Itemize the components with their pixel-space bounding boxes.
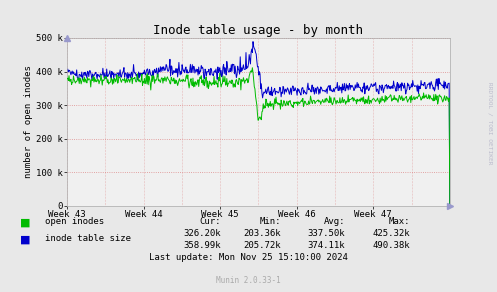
Y-axis label: number of open inodes: number of open inodes	[24, 65, 33, 178]
Text: 337.50k: 337.50k	[308, 229, 345, 238]
Text: inode table size: inode table size	[45, 234, 131, 243]
Text: 326.20k: 326.20k	[183, 229, 221, 238]
Text: 374.11k: 374.11k	[308, 241, 345, 250]
Text: 203.36k: 203.36k	[243, 229, 281, 238]
Text: Last update: Mon Nov 25 15:10:00 2024: Last update: Mon Nov 25 15:10:00 2024	[149, 253, 348, 263]
Title: Inode table usage - by month: Inode table usage - by month	[154, 24, 363, 37]
Text: RRDTOOL / TOBI OETIKER: RRDTOOL / TOBI OETIKER	[487, 82, 492, 164]
Text: 490.38k: 490.38k	[372, 241, 410, 250]
Text: Munin 2.0.33-1: Munin 2.0.33-1	[216, 276, 281, 285]
Text: open inodes: open inodes	[45, 217, 104, 226]
Text: Avg:: Avg:	[324, 217, 345, 226]
Text: Cur:: Cur:	[200, 217, 221, 226]
Text: Min:: Min:	[259, 217, 281, 226]
Text: Max:: Max:	[389, 217, 410, 226]
Text: ■: ■	[20, 218, 30, 227]
Text: 425.32k: 425.32k	[372, 229, 410, 238]
Text: 205.72k: 205.72k	[243, 241, 281, 250]
Text: ■: ■	[20, 235, 30, 245]
Text: 358.99k: 358.99k	[183, 241, 221, 250]
